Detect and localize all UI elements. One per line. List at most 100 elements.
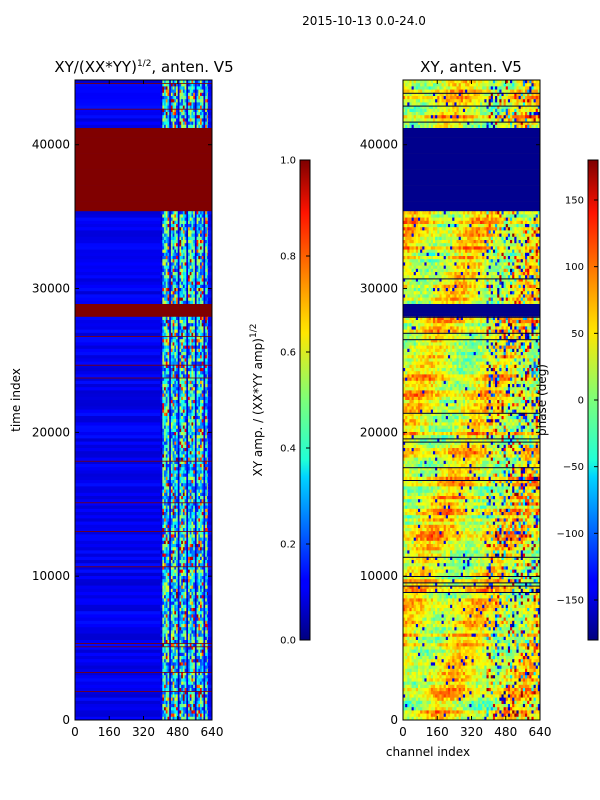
amp-cell — [174, 259, 177, 263]
amp-cell — [196, 694, 199, 698]
amp-cell — [172, 115, 175, 119]
amp-cell — [179, 89, 182, 94]
amp-cell — [162, 233, 165, 238]
amp-cell — [176, 659, 179, 663]
amp-cell — [165, 288, 168, 292]
amp-cell — [188, 329, 191, 334]
amp-cell — [191, 489, 194, 494]
amp-cell — [184, 451, 187, 455]
amp-cell — [170, 368, 174, 372]
amp-cell — [169, 652, 172, 657]
amp-cell — [182, 96, 185, 100]
amp-cell — [198, 457, 201, 462]
amp-cell — [177, 249, 180, 254]
amp-cell — [186, 659, 189, 663]
amp-cell — [203, 387, 206, 391]
amp-cell — [176, 560, 179, 564]
amp-cell — [169, 665, 172, 670]
amp-cell — [172, 124, 175, 129]
amp-cell — [200, 688, 203, 692]
amp-cell — [167, 384, 170, 388]
amp-cell — [188, 460, 191, 465]
amp-cell — [205, 355, 208, 359]
amp-cell — [200, 96, 203, 100]
amp-cell — [196, 345, 199, 350]
amp-cell — [193, 227, 196, 231]
amp-cell — [191, 240, 194, 244]
amp-cell — [201, 467, 204, 471]
amp-cell — [189, 288, 192, 292]
amp-cell — [184, 400, 187, 404]
amp-cell — [191, 115, 194, 119]
amp-cell — [188, 617, 191, 622]
amp-cell — [170, 435, 174, 439]
amp-cell — [165, 320, 168, 324]
amp-cell — [201, 620, 204, 625]
amp-cell — [201, 249, 204, 254]
amp-cell — [203, 227, 206, 231]
amp-cell — [203, 611, 206, 615]
amp-cell — [169, 560, 172, 564]
amp-cell — [172, 403, 175, 407]
amp-cell — [182, 80, 185, 84]
amp-cell — [172, 412, 175, 417]
amp-cell — [172, 480, 175, 484]
amp-cell — [164, 268, 167, 273]
amp-cell — [177, 611, 180, 615]
amp-cell — [167, 592, 170, 596]
amp-cell — [165, 294, 168, 298]
amp-cell — [205, 348, 208, 353]
amp-cell — [194, 211, 197, 215]
amp-cell — [205, 560, 208, 564]
amp-cell — [179, 275, 182, 279]
amp-cell — [191, 457, 194, 462]
amp-cell — [201, 240, 204, 244]
amp-cell — [203, 640, 206, 644]
amp-cell — [196, 521, 199, 526]
amp-cell — [193, 454, 196, 458]
amp-cell — [75, 595, 161, 599]
amp-cell — [162, 326, 165, 330]
amp-cell — [165, 316, 168, 321]
amp-cell — [203, 585, 206, 590]
amp-cell — [194, 361, 197, 366]
amp-cell — [177, 102, 180, 106]
amp-cell — [203, 358, 206, 362]
amp-cell — [205, 531, 208, 535]
amp-cell — [201, 444, 204, 449]
amp-cell — [207, 611, 212, 615]
amp-cell — [164, 240, 167, 244]
amp-cell — [162, 505, 165, 510]
amp-cell — [170, 678, 174, 682]
amp-cell — [188, 454, 191, 458]
amp-cell — [200, 83, 203, 87]
amp-cell — [181, 579, 184, 583]
amp-cell — [200, 300, 203, 305]
amp-cell — [200, 643, 203, 647]
amp-cell — [193, 406, 196, 410]
amp-cell — [176, 537, 179, 542]
amp-cell — [181, 691, 184, 695]
amp-cell — [205, 451, 208, 455]
amp-cell — [189, 102, 192, 106]
amp-cell — [182, 300, 185, 305]
amp-cell — [186, 633, 189, 638]
amp-cell — [191, 531, 194, 535]
amp-cell — [203, 275, 206, 279]
amp-cell — [203, 521, 206, 526]
amp-cell — [182, 588, 185, 593]
amp-cell — [162, 630, 165, 634]
amp-cell — [179, 592, 182, 596]
amp-cell — [184, 112, 187, 116]
amp-cell — [176, 611, 179, 615]
amp-cell — [174, 416, 177, 420]
amp-cell — [205, 630, 208, 634]
amp-cell — [75, 361, 161, 366]
amp-cell — [203, 518, 206, 522]
amp-cell — [182, 681, 185, 686]
amp-cell — [191, 464, 194, 468]
amp-cell — [182, 211, 185, 215]
amp-cell — [205, 598, 208, 602]
amp-cell — [200, 272, 203, 276]
amp-cell — [203, 540, 206, 545]
